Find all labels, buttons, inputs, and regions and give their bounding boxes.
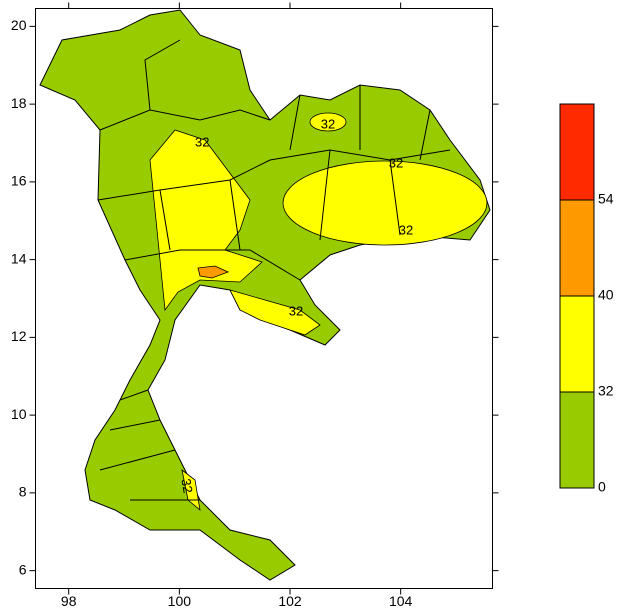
contour-label: 32 [195, 134, 209, 149]
zone-32-40 [149, 129, 263, 312]
y-tick-label: 18 [11, 95, 27, 111]
y-tick-label: 6 [19, 561, 27, 577]
land [39, 9, 491, 581]
y-tick-label: 14 [11, 250, 27, 266]
y-tick-label: 16 [11, 173, 27, 189]
contour-label: 32 [389, 155, 403, 170]
province-borders [97, 39, 451, 501]
zone-32-40 [282, 160, 488, 246]
colorbar-segment [559, 295, 595, 393]
zone-40-54 [197, 265, 230, 279]
x-tick-label: 100 [168, 593, 192, 609]
contour-label: 32 [178, 477, 195, 494]
colorbar-tick-label: 0 [598, 479, 606, 495]
y-tick-label: 8 [19, 484, 27, 500]
colorbar-tick-label: 32 [598, 383, 614, 399]
zone-32-40 [229, 289, 321, 336]
y-tick-label: 10 [11, 406, 27, 422]
colorbar-tick-label: 54 [598, 191, 614, 207]
colorbar-segment [559, 391, 595, 489]
colorbar-segment [559, 103, 595, 201]
zone-32-40 [309, 112, 347, 132]
x-tick-label: 104 [389, 593, 413, 609]
y-tick-label: 12 [11, 328, 27, 344]
colorbar-tick-label: 40 [598, 287, 614, 303]
contour-label: 32 [399, 222, 413, 237]
contour-label: 32 [289, 303, 303, 318]
x-tick-label: 102 [278, 593, 302, 609]
contour-label: 32 [321, 116, 335, 131]
x-tick-label: 98 [61, 593, 77, 609]
colorbar-segment [559, 199, 595, 297]
y-tick-label: 20 [11, 17, 27, 33]
